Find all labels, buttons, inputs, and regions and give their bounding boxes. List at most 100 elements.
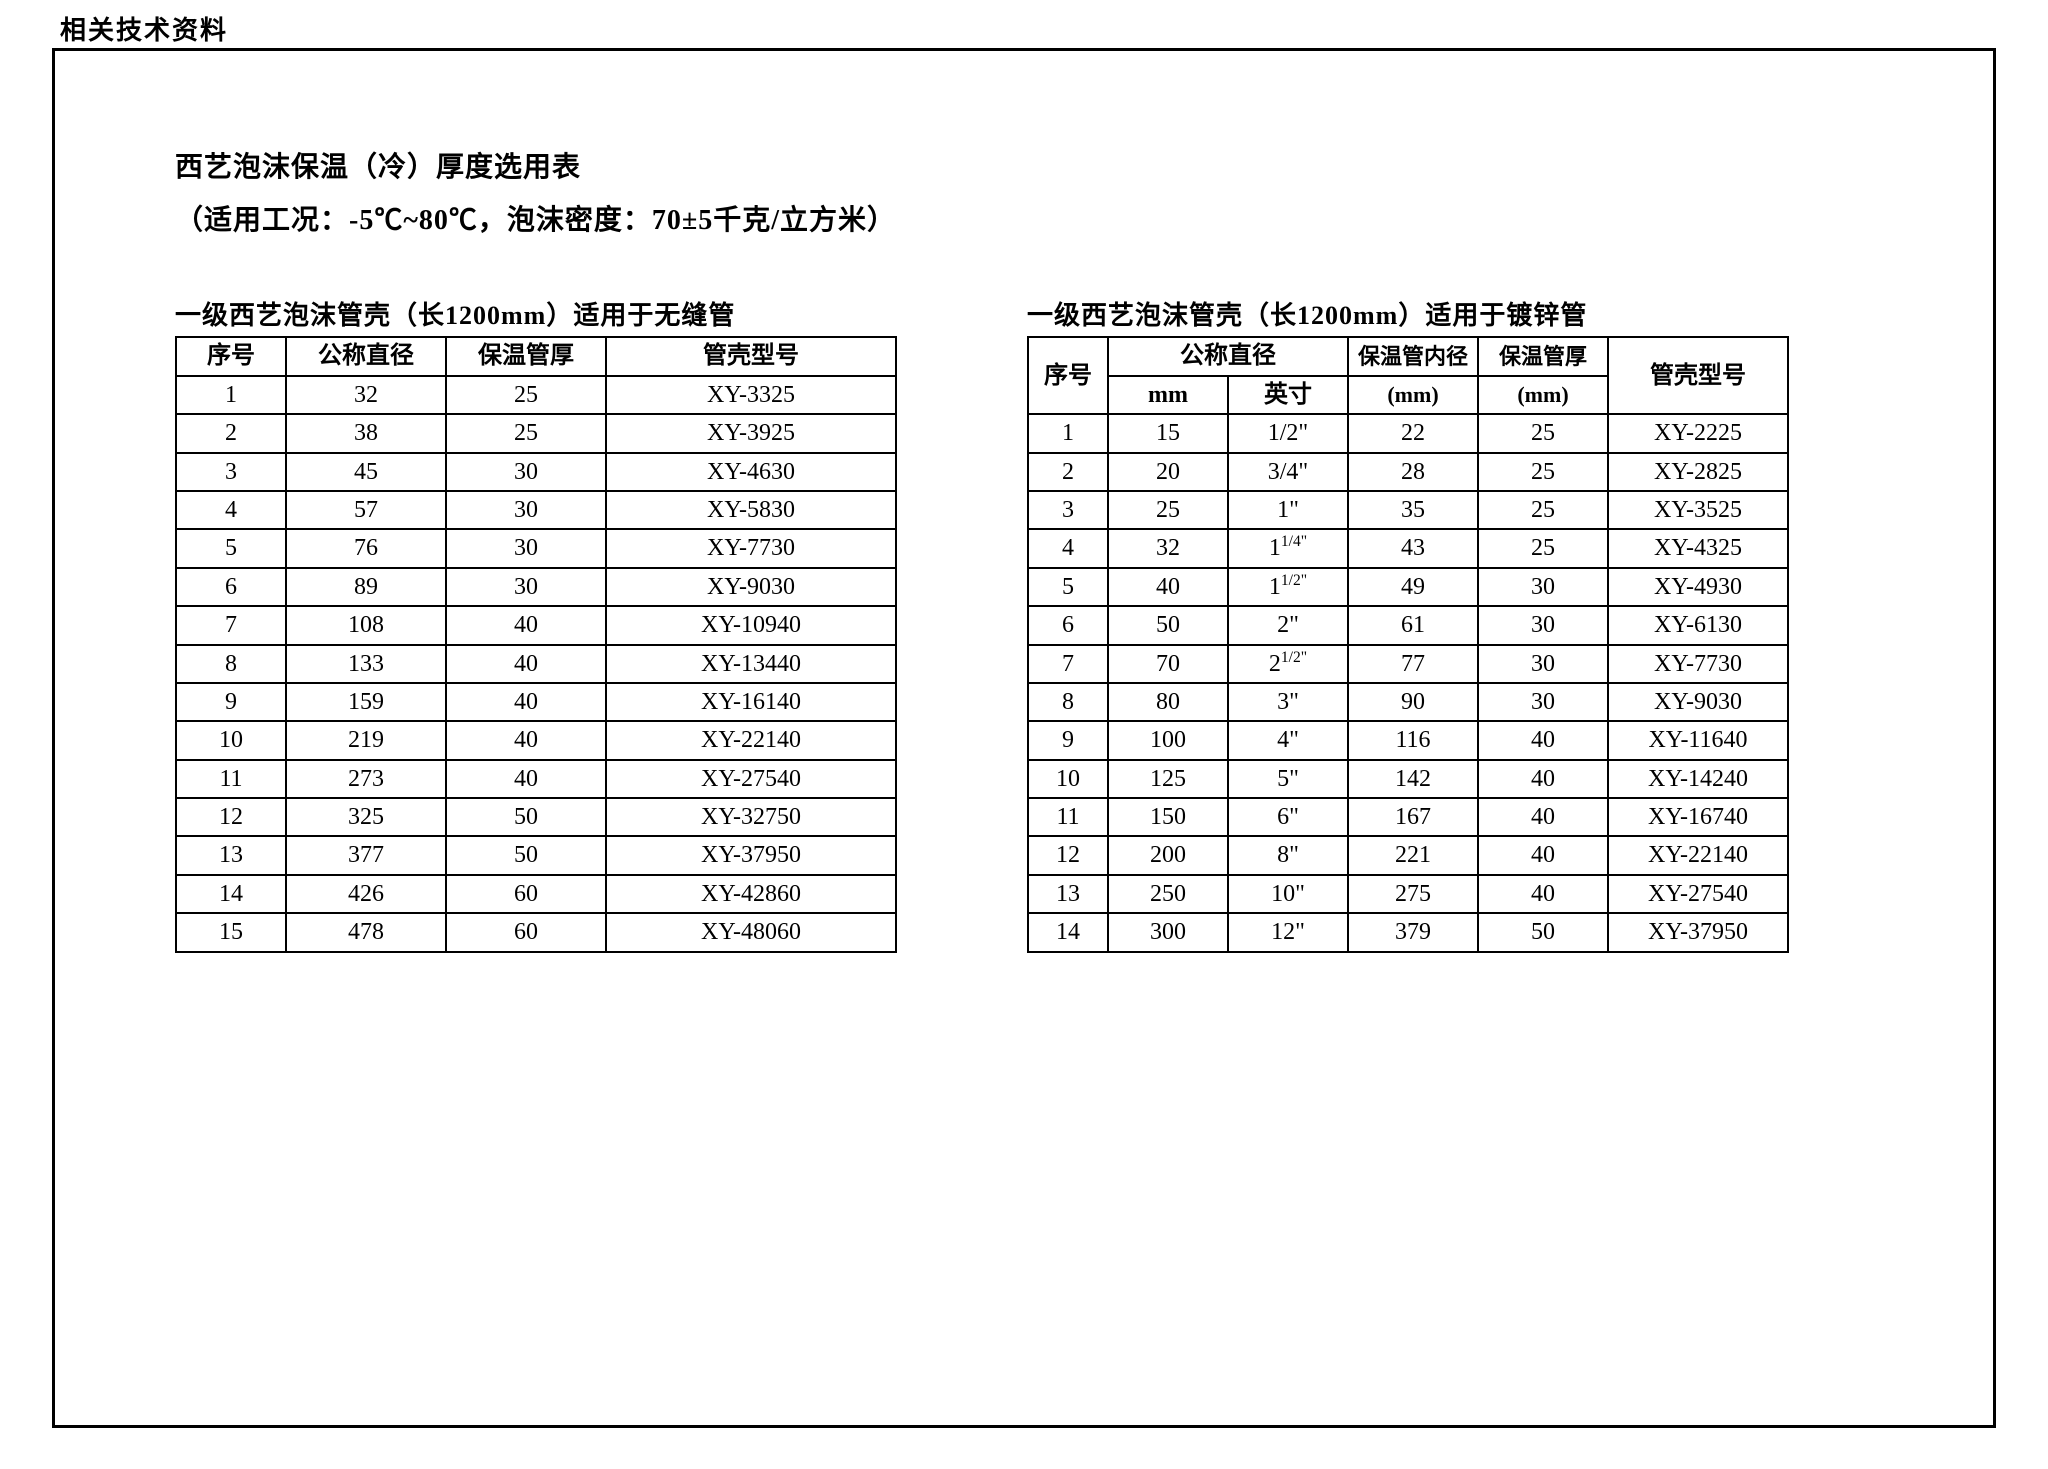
table-cell: XY-16140: [606, 683, 896, 721]
inch-base: 2: [1269, 651, 1281, 677]
table2-col-thick-unit: (mm): [1478, 376, 1608, 414]
table-cell: XY-48060: [606, 913, 896, 951]
table-cell: 38: [286, 414, 446, 452]
table-cell: 32: [286, 376, 446, 414]
table-cell: 57: [286, 491, 446, 529]
table-row: 1127340XY-27540: [176, 760, 896, 798]
table-cell: 60: [446, 913, 606, 951]
table-cell: XY-10940: [606, 606, 896, 644]
table-cell: XY-3925: [606, 414, 896, 452]
table2-col-seq: 序号: [1028, 337, 1108, 414]
content-area: 西艺泡沫保温（冷）厚度选用表 （适用工况：-5℃~80℃，泡沫密度：70±5千克…: [55, 51, 1993, 953]
table-cell: 142: [1348, 760, 1478, 798]
table-cell: 426: [286, 875, 446, 913]
table-cell: 5: [176, 529, 286, 567]
table-cell: 40: [446, 760, 606, 798]
table-cell: 221: [1348, 836, 1478, 874]
table2-col-inner-unit: (mm): [1348, 376, 1478, 414]
inch-fraction: 1/2": [1281, 649, 1307, 666]
table-cell: XY-27540: [606, 760, 896, 798]
table-cell: 76: [286, 529, 446, 567]
table-cell: XY-22140: [606, 721, 896, 759]
table-cell: 15: [176, 913, 286, 951]
table-cell: 108: [286, 606, 446, 644]
table-cell: XY-32750: [606, 798, 896, 836]
table-cell: 3: [176, 453, 286, 491]
table-row: 6502"6130XY-6130: [1028, 606, 1788, 644]
table-cell: 14: [176, 875, 286, 913]
table-cell: 200: [1108, 836, 1228, 874]
table-cell: 25: [446, 414, 606, 452]
table2-col-model: 管壳型号: [1608, 337, 1788, 414]
table-cell: 35: [1348, 491, 1478, 529]
table-cell: 25: [446, 376, 606, 414]
table2-col-thick: 保温管厚: [1478, 337, 1608, 375]
table-row: 101255"14240XY-14240: [1028, 760, 1788, 798]
table-cell: 30: [446, 491, 606, 529]
table1-header-row: 序号 公称直径 保温管厚 管壳型号: [176, 337, 896, 375]
inch-base: 1: [1269, 574, 1281, 600]
table-cell: 25: [1478, 529, 1608, 567]
table-cell: 12: [1028, 836, 1108, 874]
table-cell: 22: [1348, 414, 1478, 452]
table-cell: 300: [1108, 913, 1228, 951]
table-row: 1151/2"2225XY-2225: [1028, 414, 1788, 452]
table-cell: 30: [1478, 645, 1608, 683]
table-cell: 379: [1348, 913, 1478, 951]
table-cell: 40: [446, 606, 606, 644]
table-cell: 30: [446, 453, 606, 491]
table-cell-inch: 1/2": [1228, 414, 1348, 452]
table-row: 122008"22140XY-22140: [1028, 836, 1788, 874]
table-cell: 40: [1478, 798, 1608, 836]
inch-base: 1: [1269, 535, 1281, 561]
table-row: 13225XY-3325: [176, 376, 896, 414]
title-line-2: （适用工况：-5℃~80℃，泡沫密度：70±5千克/立方米）: [175, 194, 1893, 247]
table-cell-inch: 3/4": [1228, 453, 1348, 491]
table-cell: 275: [1348, 875, 1478, 913]
table-cell: 40: [446, 721, 606, 759]
table-cell: 30: [446, 568, 606, 606]
table-cell: 30: [1478, 568, 1608, 606]
table1-col-thick: 保温管厚: [446, 337, 606, 375]
table-cell: XY-9030: [1608, 683, 1788, 721]
table-cell: 6: [1028, 606, 1108, 644]
table-cell: 8: [1028, 683, 1108, 721]
table-cell: 25: [1108, 491, 1228, 529]
table-cell: 2: [176, 414, 286, 452]
table-row: 1430012"37950XY-37950: [1028, 913, 1788, 951]
table-cell: XY-4630: [606, 453, 896, 491]
table1-block: 一级西艺泡沫管壳（长1200mm）适用于无缝管 序号 公称直径 保温管厚 管壳型…: [175, 295, 897, 952]
table-cell: 9: [176, 683, 286, 721]
table-cell-inch: 21/2": [1228, 645, 1348, 683]
table-cell: 30: [446, 529, 606, 567]
table-cell: 40: [1478, 836, 1608, 874]
table-cell: 116: [1348, 721, 1478, 759]
table-cell: 70: [1108, 645, 1228, 683]
table-cell: 50: [1108, 606, 1228, 644]
table-cell: 159: [286, 683, 446, 721]
table-row: 23825XY-3925: [176, 414, 896, 452]
table-cell: XY-7730: [1608, 645, 1788, 683]
table-cell: 4: [1028, 529, 1108, 567]
table-row: 34530XY-4630: [176, 453, 896, 491]
page-header: 相关技术资料: [60, 10, 228, 47]
table-row: 1325010"27540XY-27540: [1028, 875, 1788, 913]
table-cell: 1: [1028, 414, 1108, 452]
table-row: 57630XY-7730: [176, 529, 896, 567]
table-cell: 377: [286, 836, 446, 874]
table-cell: 25: [1478, 453, 1608, 491]
title-line-1: 西艺泡沫保温（冷）厚度选用表: [175, 141, 1893, 194]
table-cell: 167: [1348, 798, 1478, 836]
table-row: 3251"3525XY-3525: [1028, 491, 1788, 529]
table-cell: 11: [176, 760, 286, 798]
table-cell: 250: [1108, 875, 1228, 913]
table-cell: 478: [286, 913, 446, 951]
table-row: 1547860XY-48060: [176, 913, 896, 951]
table-cell: 50: [1478, 913, 1608, 951]
table2-header-row1: 序号 公称直径 保温管内径 保温管厚 管壳型号: [1028, 337, 1788, 375]
table-cell: 25: [1478, 414, 1608, 452]
table-cell-inch: 11/2": [1228, 568, 1348, 606]
table-row: 1442660XY-42860: [176, 875, 896, 913]
table-cell: 13: [1028, 875, 1108, 913]
table-cell: XY-3325: [606, 376, 896, 414]
